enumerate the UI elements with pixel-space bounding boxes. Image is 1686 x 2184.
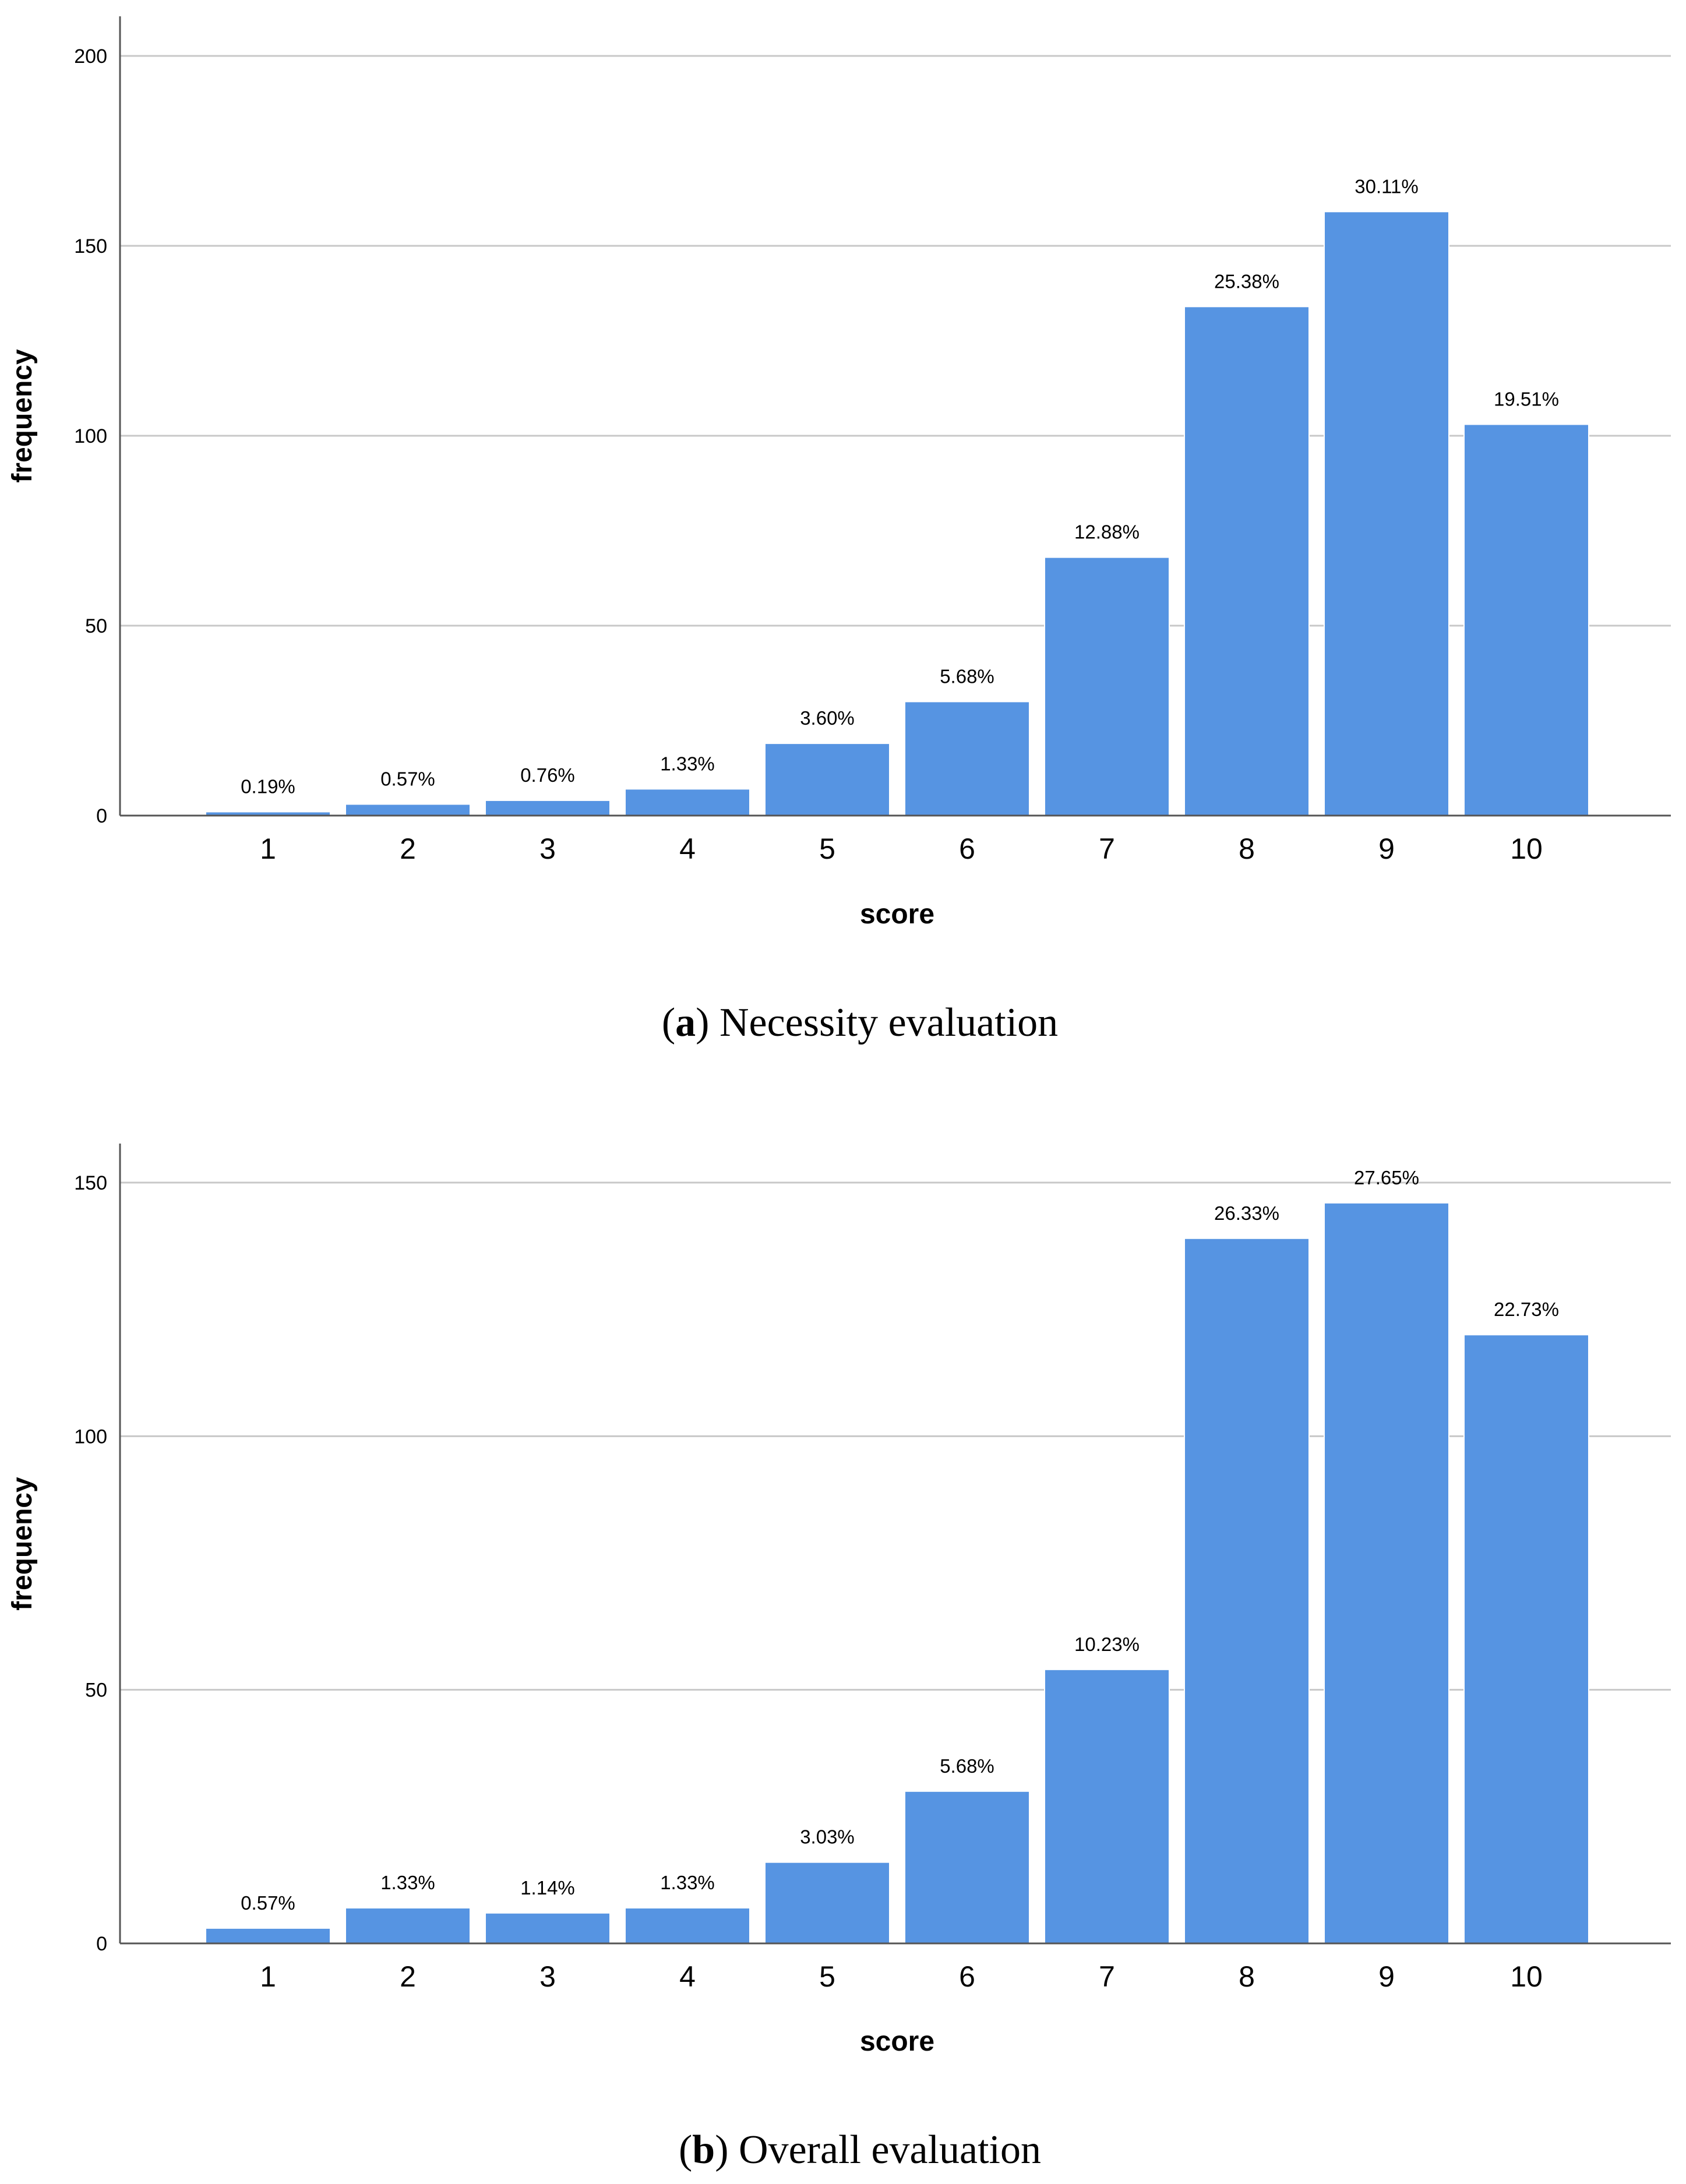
data-label: 1.33% xyxy=(660,753,715,774)
y-tick-label: 0 xyxy=(96,1933,107,1955)
x-axis-title: score xyxy=(860,2026,934,2057)
x-tick-label: 6 xyxy=(959,1960,975,1993)
data-label: 1.14% xyxy=(520,1877,575,1899)
x-tick-label: 8 xyxy=(1239,1960,1255,1993)
data-label: 25.38% xyxy=(1214,270,1279,292)
x-tick-label: 7 xyxy=(1099,1960,1115,1993)
x-tick-label: 9 xyxy=(1378,832,1395,865)
bar-score-7 xyxy=(1044,556,1170,816)
caption-letter: a xyxy=(675,1000,696,1045)
data-label: 27.65% xyxy=(1354,1167,1419,1188)
y-tick-label: 100 xyxy=(74,425,107,447)
x-tick-label: 7 xyxy=(1099,832,1115,865)
data-label: 0.57% xyxy=(380,768,435,789)
bar-score-6 xyxy=(904,1790,1030,1945)
data-label: 3.60% xyxy=(800,707,855,729)
bar-score-9 xyxy=(1324,211,1449,817)
data-label: 19.51% xyxy=(1494,388,1559,410)
bar-score-8 xyxy=(1184,1237,1310,1945)
y-tick-label: 150 xyxy=(74,235,107,257)
x-tick-label: 5 xyxy=(819,1960,835,1993)
data-label: 1.33% xyxy=(380,1872,435,1893)
y-tick-label: 50 xyxy=(85,1680,107,1702)
x-tick-label: 5 xyxy=(819,832,835,865)
bar-score-6 xyxy=(904,701,1030,817)
x-tick-label: 10 xyxy=(1510,1960,1543,1993)
bar-score-10 xyxy=(1463,1334,1589,1944)
y-axis-title: frequency xyxy=(7,349,38,483)
bar-score-2 xyxy=(345,803,471,816)
data-label: 0.76% xyxy=(520,764,575,786)
x-tick-label: 2 xyxy=(400,1960,416,1993)
x-tick-label: 1 xyxy=(260,1960,276,1993)
chart-panel-b: 0 50 100 150 0.57% 1 1.33% 2 1.14% 3 1.33% 4 3.03% 5 5… xyxy=(7,1144,1671,2172)
bar-score-2 xyxy=(345,1907,471,1944)
x-tick-label: 9 xyxy=(1378,1960,1395,1993)
y-tick-label: 150 xyxy=(74,1172,107,1194)
x-tick-label: 1 xyxy=(260,832,276,865)
caption-text: Overall evaluation xyxy=(739,2127,1041,2172)
y-tick-label: 0 xyxy=(96,805,107,827)
x-tick-label: 6 xyxy=(959,832,975,865)
data-label: 10.23% xyxy=(1074,1633,1140,1655)
data-label: 0.57% xyxy=(241,1892,295,1914)
data-label: 30.11% xyxy=(1355,175,1418,197)
bar-score-4 xyxy=(625,788,750,816)
figure-caption: (b) Overall evaluation xyxy=(679,2127,1041,2172)
x-tick-label: 3 xyxy=(539,1960,556,1993)
data-label: 26.33% xyxy=(1214,1202,1279,1224)
data-label: 5.68% xyxy=(940,1755,994,1777)
y-tick-label: 100 xyxy=(74,1426,107,1448)
data-label: 1.33% xyxy=(660,1872,715,1893)
y-axis-title: frequency xyxy=(7,1477,38,1611)
bar-score-5 xyxy=(764,1861,890,1945)
y-tick-label: 50 xyxy=(85,615,107,637)
bar-score-8 xyxy=(1184,306,1310,816)
caption-letter: b xyxy=(692,2127,715,2172)
x-tick-label: 4 xyxy=(679,832,696,865)
bar-score-9 xyxy=(1324,1202,1449,1944)
bar-score-4 xyxy=(625,1907,750,1944)
y-tick-label: 200 xyxy=(74,45,107,68)
x-tick-label: 2 xyxy=(400,832,416,865)
bar-score-1 xyxy=(205,1927,331,1944)
bar-score-3 xyxy=(485,799,611,817)
data-label: 5.68% xyxy=(940,665,994,687)
data-label: 22.73% xyxy=(1494,1299,1559,1320)
bar-score-7 xyxy=(1044,1668,1170,1945)
bar-score-3 xyxy=(485,1912,611,1945)
data-label: 3.03% xyxy=(800,1826,855,1848)
caption-text: Necessity evaluation xyxy=(719,1000,1058,1045)
x-axis-title: score xyxy=(860,899,934,930)
x-tick-label: 10 xyxy=(1510,832,1543,865)
data-label: 12.88% xyxy=(1074,521,1140,543)
data-label: 0.19% xyxy=(241,775,295,797)
chart-panel-a: 0 50 100 150 200 0.19% 1 0.57% 2 0.76% 3 1.33% 4 3.60… xyxy=(7,16,1671,1045)
x-tick-label: 8 xyxy=(1239,832,1255,865)
x-tick-label: 4 xyxy=(679,1960,696,1993)
figure-caption: (a) Necessity evaluation xyxy=(662,1000,1058,1045)
bar-score-5 xyxy=(764,743,890,816)
x-tick-label: 3 xyxy=(539,832,556,865)
bar-score-10 xyxy=(1463,424,1589,816)
